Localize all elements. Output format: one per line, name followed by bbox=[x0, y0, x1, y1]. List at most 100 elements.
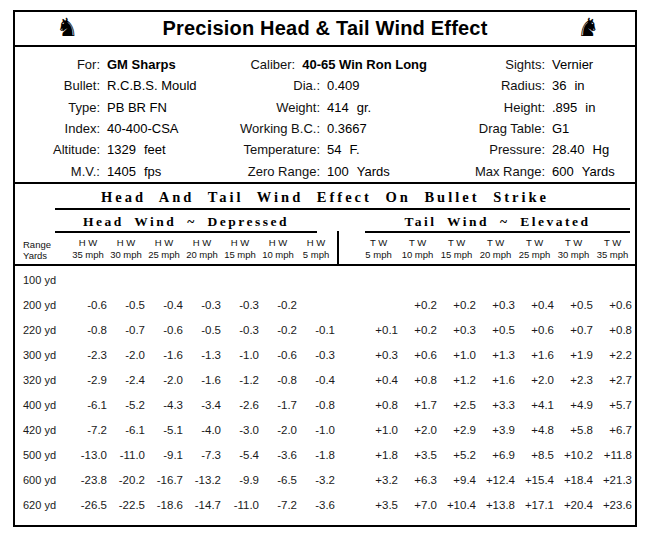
info-unit: fps bbox=[144, 164, 161, 179]
hw-value-cell: -0.6 bbox=[145, 324, 183, 336]
wind-label: H W bbox=[107, 237, 145, 249]
info-row-bc: Working B.C.: 0.3667 bbox=[220, 118, 435, 139]
tw-value-cell: +1.9 bbox=[554, 349, 593, 361]
hw-value-cell: -0.8 bbox=[69, 324, 107, 336]
tw-value-cell: +0.2 bbox=[437, 299, 476, 311]
range-cell: 200 yd bbox=[15, 299, 69, 311]
tw-value-cell: +11.8 bbox=[593, 449, 632, 461]
head-wind-group-title: Head Wind ~ Depressed bbox=[55, 213, 317, 233]
tw-value-cell: +0.6 bbox=[593, 299, 632, 311]
info-value: R.C.B.S. Mould bbox=[107, 78, 197, 93]
tw-value-cell: +18.4 bbox=[554, 474, 593, 486]
group-header-row: Head Wind ~ Depressed Tail Wind ~ Elevat… bbox=[15, 213, 635, 233]
wind-label: T W bbox=[593, 237, 632, 249]
hw-value-cell: -6.1 bbox=[107, 424, 145, 436]
hw-value-cell: -23.8 bbox=[69, 474, 107, 486]
tw-value-cell: +23.6 bbox=[593, 499, 632, 511]
tw-value-cell: +3.5 bbox=[398, 449, 437, 461]
info-value: G1 bbox=[552, 121, 569, 136]
tw-value-cell: +9.4 bbox=[437, 474, 476, 486]
tw-col-header: T W15 mph bbox=[437, 237, 476, 261]
info-unit: in bbox=[574, 78, 584, 93]
hw-col-headers: H W35 mphH W30 mphH W25 mphH W20 mphH W1… bbox=[69, 237, 335, 261]
hw-value-cell: -22.5 bbox=[107, 499, 145, 511]
hw-value-cell: -1.6 bbox=[145, 349, 183, 361]
hw-value-cell: -1.6 bbox=[183, 374, 221, 386]
hw-value-cell: -2.9 bbox=[69, 374, 107, 386]
info-unit: in bbox=[585, 100, 595, 115]
range-cell: 400 yd bbox=[15, 399, 69, 411]
table-row: 100 yd bbox=[15, 267, 635, 292]
tw-value-cell: +0.2 bbox=[398, 324, 437, 336]
info-label: Drag Table: bbox=[435, 121, 545, 136]
range-cell: 100 yd bbox=[15, 274, 69, 286]
speed-label: 5 mph bbox=[297, 249, 335, 261]
hw-value-cell: -14.7 bbox=[183, 499, 221, 511]
tw-col-header: T W10 mph bbox=[398, 237, 437, 261]
tw-value-cell: +0.3 bbox=[359, 349, 398, 361]
hw-value-cell: -0.3 bbox=[221, 299, 259, 311]
hw-value-cell: -2.0 bbox=[145, 374, 183, 386]
range-header-line2: Yards bbox=[23, 250, 69, 261]
hw-value-cell: -0.7 bbox=[107, 324, 145, 336]
info-value: 54 bbox=[327, 142, 341, 157]
tw-value-cell: +0.3 bbox=[476, 299, 515, 311]
tw-col-header: T W35 mph bbox=[593, 237, 632, 261]
tw-value-cell: +13.8 bbox=[476, 499, 515, 511]
info-column-left: For: GM Sharps Bullet: R.C.B.S. Mould Ty… bbox=[15, 54, 220, 182]
tw-value-cell: +1.8 bbox=[359, 449, 398, 461]
info-value: .895 bbox=[552, 100, 577, 115]
hw-value-cell: -18.6 bbox=[145, 499, 183, 511]
table-row: 220 yd-0.8-0.7-0.6-0.5-0.3-0.2-0.1+0.1+0… bbox=[15, 317, 635, 342]
wind-label: T W bbox=[398, 237, 437, 249]
tw-col-header: T W30 mph bbox=[554, 237, 593, 261]
table-row: 420 yd-7.2-6.1-5.1-4.0-3.0-2.0-1.0+1.0+2… bbox=[15, 417, 635, 442]
tw-value-cell: +8.5 bbox=[515, 449, 554, 461]
info-label: Altitude: bbox=[15, 142, 100, 157]
info-label: Temperature: bbox=[220, 142, 320, 157]
info-label: Height: bbox=[435, 100, 545, 115]
info-label: Caliber: bbox=[220, 57, 295, 72]
wind-label: T W bbox=[359, 237, 398, 249]
tw-value-cell: +1.2 bbox=[437, 374, 476, 386]
hw-value-cell: -13.2 bbox=[183, 474, 221, 486]
ballistics-report-sheet: ♞ Precision Head & Tail Wind Effect ♞ Fo… bbox=[13, 10, 637, 527]
tw-value-cell: +2.0 bbox=[515, 374, 554, 386]
tw-value-cell: +21.3 bbox=[593, 474, 632, 486]
hw-value-cell: -0.5 bbox=[183, 324, 221, 336]
hw-value-cell: -0.8 bbox=[259, 374, 297, 386]
hw-value-cell: -6.1 bbox=[69, 399, 107, 411]
tw-value-cell: +0.6 bbox=[398, 349, 437, 361]
tw-value-cell: +6.7 bbox=[593, 424, 632, 436]
tw-value-cell: +7.0 bbox=[398, 499, 437, 511]
hw-value-cell: -0.6 bbox=[69, 299, 107, 311]
range-cell: 620 yd bbox=[15, 499, 69, 511]
info-label: Dia.: bbox=[220, 78, 320, 93]
hw-value-cell: -7.2 bbox=[259, 499, 297, 511]
tw-value-cell: +4.9 bbox=[554, 399, 593, 411]
info-row-bullet: Bullet: R.C.B.S. Mould bbox=[15, 75, 220, 96]
info-row-radius: Radius: 36 in bbox=[435, 75, 635, 96]
info-label: Pressure: bbox=[435, 142, 545, 157]
table-row: 320 yd-2.9-2.4-2.0-1.6-1.2-0.8-0.4+0.4+0… bbox=[15, 367, 635, 392]
info-value: 414 bbox=[327, 100, 349, 115]
tw-value-cell: +0.6 bbox=[515, 324, 554, 336]
range-header-line1: Range bbox=[23, 239, 69, 250]
info-unit: Yards bbox=[357, 164, 390, 179]
hw-value-cell: -0.3 bbox=[297, 349, 335, 361]
wind-label: H W bbox=[145, 237, 183, 249]
info-unit: gr. bbox=[357, 100, 371, 115]
hw-value-cell: -16.7 bbox=[145, 474, 183, 486]
hw-value-cell: -0.3 bbox=[221, 324, 259, 336]
tw-value-cell: +5.7 bbox=[593, 399, 632, 411]
info-row-max-range: Max Range: 600 Yards bbox=[435, 161, 635, 182]
title-bar: ♞ Precision Head & Tail Wind Effect ♞ bbox=[15, 12, 635, 47]
info-label: Bullet: bbox=[15, 78, 100, 93]
info-row-pressure: Pressure: 28.40 Hg bbox=[435, 139, 635, 160]
info-label: Weight: bbox=[220, 100, 320, 115]
hw-col-header: H W35 mph bbox=[69, 237, 107, 261]
tw-value-cell: +20.4 bbox=[554, 499, 593, 511]
wind-effect-table: Head And Tail Wind Effect On Bullet Stri… bbox=[15, 188, 635, 517]
tail-wind-group-title: Tail Wind ~ Elevated bbox=[365, 213, 630, 233]
info-row-for: For: GM Sharps bbox=[15, 54, 220, 75]
